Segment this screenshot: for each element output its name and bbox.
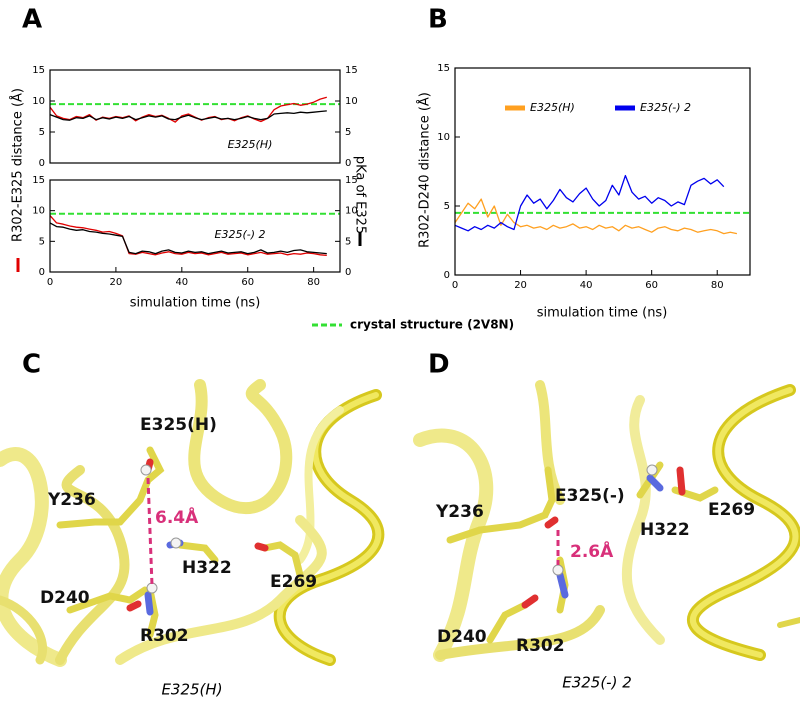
x-tick-label: 60 — [645, 280, 658, 291]
series-line — [49, 110, 327, 121]
residue-label: E325(H) — [140, 415, 217, 435]
panel-letter: D — [428, 350, 450, 380]
x-tick-label: 20 — [110, 277, 123, 288]
y-tick-label: 10 — [32, 206, 45, 217]
residue-label: D240 — [437, 627, 487, 647]
x-axis-label: simulation time (ns) — [130, 296, 261, 311]
y-tick-label: 5 — [444, 201, 450, 212]
structure-caption: E325(H) — [161, 681, 222, 699]
plot-frame — [49, 179, 341, 273]
y2-axis-label: pKa of E325 — [353, 156, 368, 234]
structure-view: E325(-) Y236 H322 E269 2.6Å D240 R302 E3… — [413, 380, 800, 692]
series-line — [49, 96, 327, 123]
y-tick-label: 5 — [39, 236, 45, 247]
series-line — [454, 198, 738, 235]
structure-caption: E325(-) 2 — [562, 674, 632, 692]
y-tick-label: 10 — [32, 96, 45, 107]
y-tick-label: 5 — [39, 127, 45, 138]
residue-label: H322 — [182, 558, 232, 578]
x-axis-label: simulation time (ns) — [537, 306, 668, 321]
legend-label: E325(H) — [530, 101, 575, 114]
y-tick-label: 10 — [437, 132, 450, 143]
x-tick-label: 40 — [175, 277, 188, 288]
x-tick-label: 0 — [47, 277, 53, 288]
y2-tick-label: 15 — [345, 175, 358, 186]
plot-frame — [49, 69, 341, 164]
y-tick-label: 0 — [39, 267, 45, 278]
x-tick-label: 0 — [452, 280, 458, 291]
annotation: E325(H) — [228, 138, 273, 151]
x-tick-label: 80 — [711, 280, 724, 291]
y-axis-label: R302-D240 distance (Å) — [417, 92, 433, 248]
panel-letter: C — [22, 350, 41, 380]
y2-tick-label: 5 — [345, 127, 351, 138]
y-tick-label: 0 — [444, 270, 450, 281]
x-tick-label: 80 — [307, 277, 320, 288]
residue-label: H322 — [640, 520, 690, 540]
panel-letter: A — [22, 5, 42, 35]
residue-label: Y236 — [435, 502, 484, 522]
annotation: E325(-) 2 — [215, 228, 266, 241]
series-line — [49, 215, 327, 257]
residue-label: E269 — [270, 572, 317, 592]
y2-tick-label: 10 — [345, 96, 358, 107]
distance-label: 2.6Å — [570, 539, 614, 562]
residue-label: R302 — [140, 626, 189, 646]
y-axis-label: R302-E325 distance (Å) — [10, 88, 26, 242]
distance-label: 6.4Å — [155, 505, 199, 528]
series-line — [454, 174, 725, 232]
residue-label: R302 — [516, 636, 565, 656]
y-tick-label: 15 — [32, 175, 45, 186]
series-line — [49, 222, 327, 255]
legend-label: E325(-) 2 — [640, 101, 691, 114]
y2-tick-label: 15 — [345, 65, 358, 76]
residue-label: Y236 — [47, 490, 96, 510]
legend-label: crystal structure (2V8N) — [350, 318, 514, 332]
x-tick-label: 20 — [514, 280, 527, 291]
y-tick-label: 15 — [32, 65, 45, 76]
y2-tick-label: 5 — [345, 236, 351, 247]
y2-tick-label: 0 — [345, 267, 351, 278]
residue-label: D240 — [40, 588, 90, 608]
y-tick-label: 0 — [39, 158, 45, 169]
y2-tick-label: 10 — [345, 206, 358, 217]
y-tick-label: 15 — [437, 63, 450, 74]
structure-view: E325(H) Y236 6.4Å H322 E269 D240 R302 E3… — [0, 379, 385, 699]
plot-frame — [454, 67, 751, 276]
residue-label: E269 — [708, 500, 755, 520]
residue-label: E325(-) — [555, 486, 625, 506]
x-tick-label: 60 — [241, 277, 254, 288]
x-tick-label: 40 — [580, 280, 593, 291]
panel-letter: B — [428, 5, 448, 35]
y2-tick-label: 0 — [345, 158, 351, 169]
